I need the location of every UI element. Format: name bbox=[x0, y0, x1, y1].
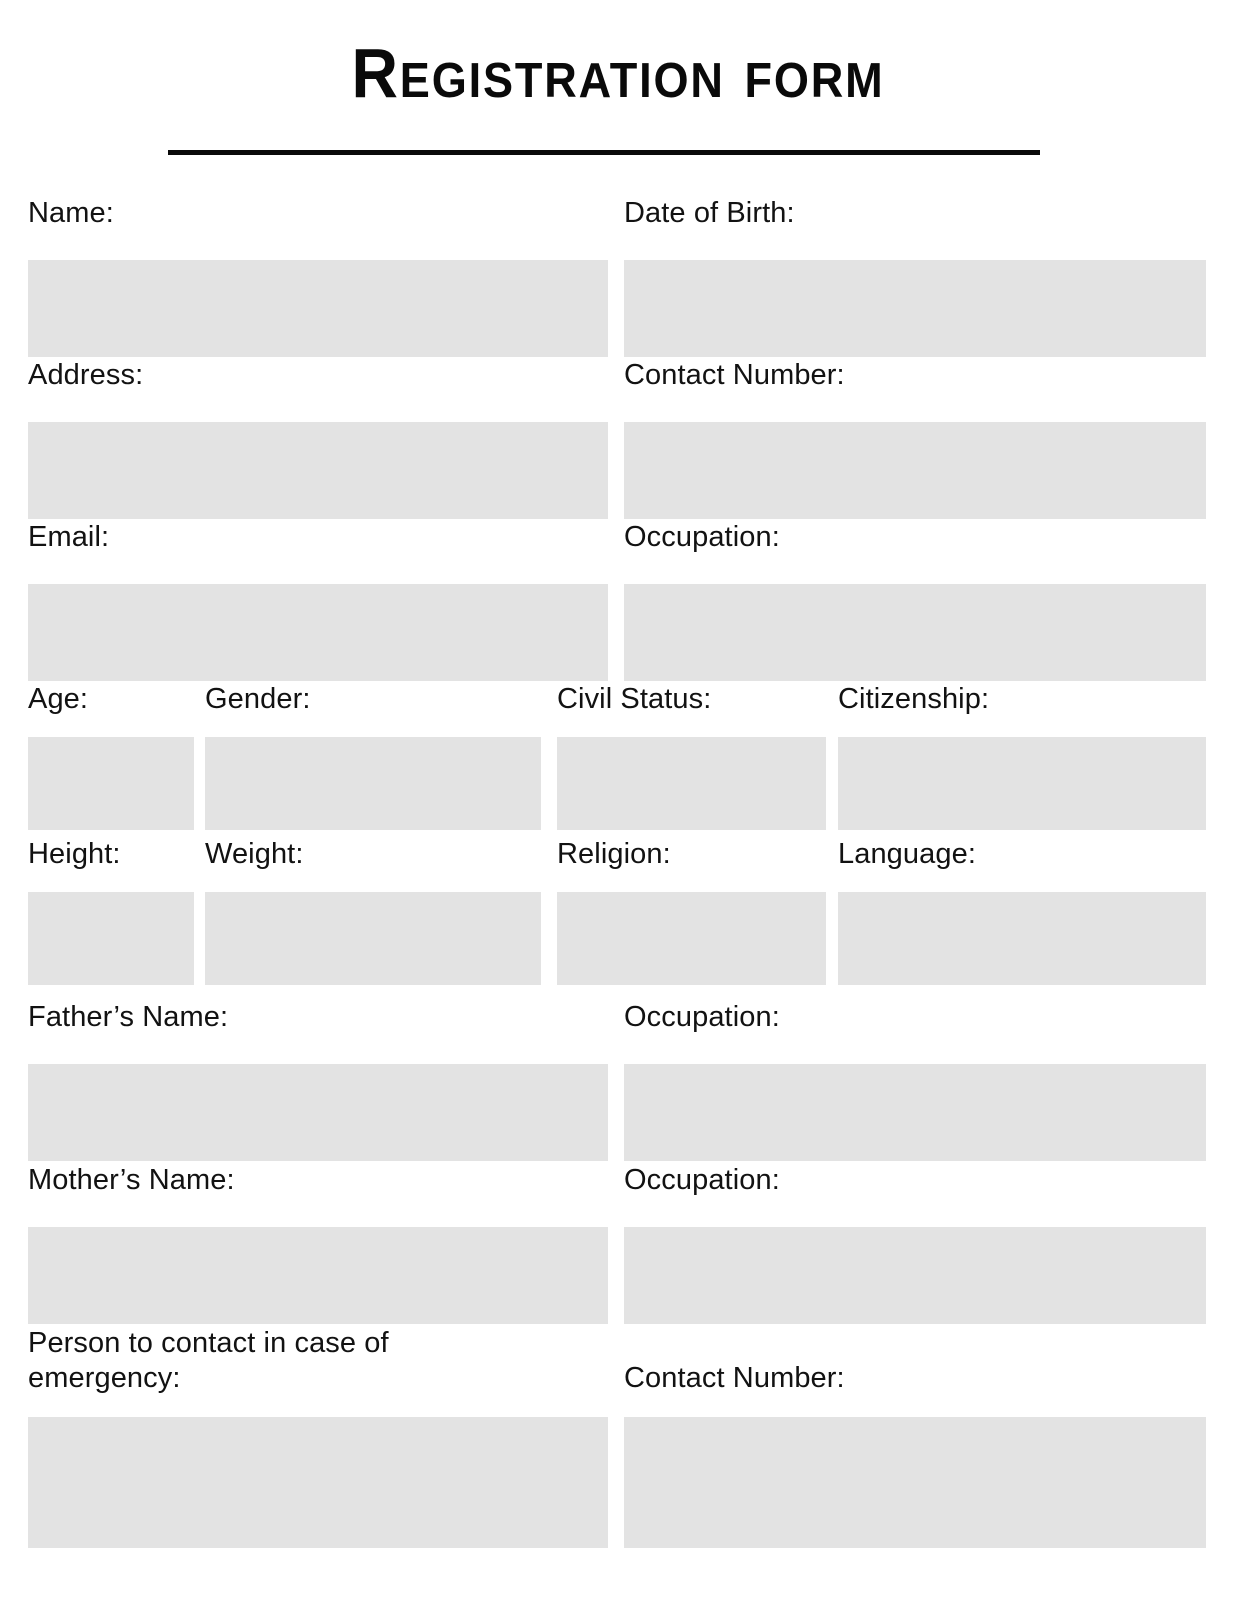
field-label-date-of-birth: Date of Birth: bbox=[624, 197, 795, 229]
form-row-emergency: Person to contact in case of emergency: … bbox=[0, 1326, 1236, 1548]
field-citizenship: Citizenship: bbox=[838, 682, 1206, 830]
form-row-demographics: Age: Gender: Civil Status: Citizenship: bbox=[0, 682, 1236, 837]
input-height[interactable] bbox=[28, 892, 194, 985]
input-language[interactable] bbox=[838, 892, 1206, 985]
field-label-civil-status: Civil Status: bbox=[557, 683, 712, 715]
field-label-mothers-occupation: Occupation: bbox=[624, 1164, 780, 1196]
input-date-of-birth[interactable] bbox=[624, 260, 1206, 357]
field-label-citizenship: Citizenship: bbox=[838, 683, 990, 715]
field-fathers-name: Father’s Name: bbox=[28, 1000, 608, 1161]
field-civil-status: Civil Status: bbox=[557, 682, 826, 830]
field-weight: Weight: bbox=[205, 837, 541, 985]
field-label-fathers-occupation: Occupation: bbox=[624, 1001, 780, 1033]
field-mothers-name: Mother’s Name: bbox=[28, 1163, 608, 1324]
field-name: Name: bbox=[28, 196, 608, 357]
input-emergency-contact-number[interactable] bbox=[624, 1417, 1206, 1548]
field-label-height: Height: bbox=[28, 838, 121, 870]
input-address[interactable] bbox=[28, 422, 608, 519]
input-name[interactable] bbox=[28, 260, 608, 357]
input-citizenship[interactable] bbox=[838, 737, 1206, 830]
form-fields-container: Name: Date of Birth: Address: Contact Nu… bbox=[0, 196, 1236, 1548]
field-contact-number: Contact Number: bbox=[624, 358, 1206, 519]
field-gender: Gender: bbox=[205, 682, 541, 830]
title-divider bbox=[168, 150, 1040, 155]
field-label-occupation: Occupation: bbox=[624, 521, 780, 553]
field-emergency-contact-person: Person to contact in case of emergency: bbox=[28, 1326, 608, 1548]
input-age[interactable] bbox=[28, 737, 194, 830]
input-contact-number[interactable] bbox=[624, 422, 1206, 519]
field-height: Height: bbox=[28, 837, 194, 985]
field-label-contact-number: Contact Number: bbox=[624, 359, 845, 391]
form-row-email: Email: Occupation: bbox=[0, 520, 1236, 682]
field-religion: Religion: bbox=[557, 837, 826, 985]
field-mothers-occupation: Occupation: bbox=[624, 1163, 1206, 1324]
field-label-emergency-contact-number: Contact Number: bbox=[624, 1362, 845, 1394]
field-label-emergency-contact-person: Person to contact in case of emergency: bbox=[28, 1327, 389, 1394]
input-fathers-name[interactable] bbox=[28, 1064, 608, 1161]
field-email: Email: bbox=[28, 520, 608, 681]
field-label-name: Name: bbox=[28, 197, 114, 229]
input-emergency-contact-person[interactable] bbox=[28, 1417, 608, 1548]
field-label-gender: Gender: bbox=[205, 683, 311, 715]
input-civil-status[interactable] bbox=[557, 737, 826, 830]
form-row-address: Address: Contact Number: bbox=[0, 358, 1236, 520]
field-label-language: Language: bbox=[838, 838, 976, 870]
field-label-mothers-name: Mother’s Name: bbox=[28, 1164, 235, 1196]
field-label-email: Email: bbox=[28, 521, 110, 553]
input-occupation[interactable] bbox=[624, 584, 1206, 681]
page-title: Registration Form bbox=[351, 34, 885, 112]
form-row-mother: Mother’s Name: Occupation: bbox=[0, 1163, 1236, 1326]
input-email[interactable] bbox=[28, 584, 608, 681]
title-block: Registration Form bbox=[0, 36, 1236, 110]
field-label-age: Age: bbox=[28, 683, 89, 715]
form-row-father: Father’s Name: Occupation: bbox=[0, 1000, 1236, 1163]
form-row-name: Name: Date of Birth: bbox=[0, 196, 1236, 358]
input-religion[interactable] bbox=[557, 892, 826, 985]
field-address: Address: bbox=[28, 358, 608, 519]
field-language: Language: bbox=[838, 837, 1206, 985]
field-fathers-occupation: Occupation: bbox=[624, 1000, 1206, 1161]
field-label-religion: Religion: bbox=[557, 838, 671, 870]
form-row-physical: Height: Weight: Religion: Language: bbox=[0, 837, 1236, 1000]
field-occupation: Occupation: bbox=[624, 520, 1206, 681]
input-weight[interactable] bbox=[205, 892, 541, 985]
field-emergency-contact-number: Contact Number: bbox=[624, 1326, 1206, 1548]
field-label-weight: Weight: bbox=[205, 838, 304, 870]
input-mothers-occupation[interactable] bbox=[624, 1227, 1206, 1324]
field-age: Age: bbox=[28, 682, 194, 830]
field-label-fathers-name: Father’s Name: bbox=[28, 1001, 229, 1033]
input-fathers-occupation[interactable] bbox=[624, 1064, 1206, 1161]
input-mothers-name[interactable] bbox=[28, 1227, 608, 1324]
field-label-address: Address: bbox=[28, 359, 144, 391]
input-gender[interactable] bbox=[205, 737, 541, 830]
field-date-of-birth: Date of Birth: bbox=[624, 196, 1206, 357]
